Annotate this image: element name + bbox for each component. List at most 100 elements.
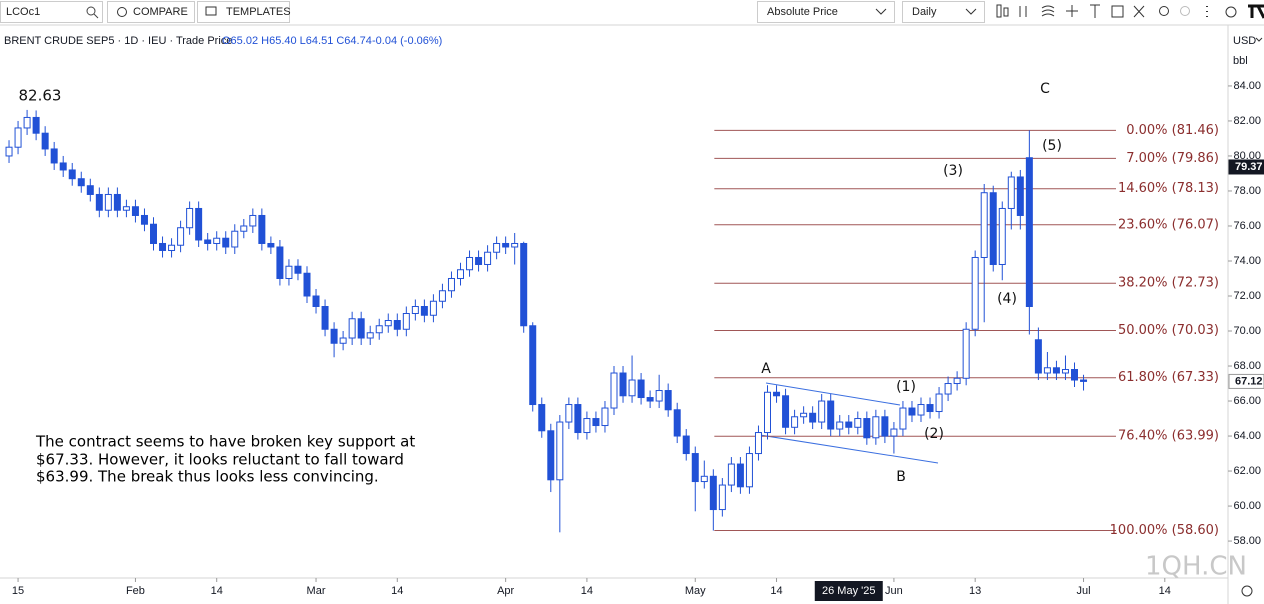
fib-label: 14.60% (78.13) bbox=[1118, 181, 1219, 196]
candle-body bbox=[420, 306, 428, 316]
candle-body bbox=[457, 269, 464, 279]
candle-body bbox=[393, 320, 401, 330]
candle-body bbox=[95, 193, 103, 211]
candle-body bbox=[673, 409, 681, 437]
candle-body bbox=[556, 421, 564, 481]
candle-body bbox=[294, 265, 302, 274]
plot-area: 0.00% (81.46) 7.00% (79.86) 14.60% (78.13)… bbox=[5, 81, 1219, 538]
currency: USD bbox=[1233, 35, 1256, 47]
tool-icon[interactable] bbox=[1133, 5, 1145, 18]
candle-body bbox=[547, 430, 555, 481]
axis-settings-icon[interactable] bbox=[1241, 585, 1253, 597]
fib-label: 61.80% (67.33) bbox=[1118, 370, 1219, 385]
candle-body bbox=[429, 300, 437, 316]
y-tick-label: 60.00 bbox=[1233, 500, 1261, 512]
symbol-input[interactable] bbox=[0, 1, 103, 23]
tool-icon[interactable] bbox=[1159, 6, 1169, 16]
y-tick-label: 74.00 bbox=[1233, 255, 1261, 267]
toolbar: LCOc1 COMPARE TEMPLATES Absolute Price D… bbox=[0, 0, 1264, 26]
candle-body bbox=[204, 239, 212, 244]
candle-body bbox=[59, 162, 67, 171]
candle-body bbox=[529, 325, 537, 406]
y-tick-label: 76.00 bbox=[1233, 220, 1261, 232]
candle-body bbox=[1061, 369, 1069, 374]
compare-button[interactable] bbox=[107, 1, 195, 23]
wave-label: C bbox=[1040, 81, 1050, 97]
candle-body bbox=[249, 214, 257, 227]
fib-label: 76.40% (63.99) bbox=[1118, 429, 1219, 444]
settings-icon[interactable] bbox=[1225, 6, 1237, 18]
candle-body bbox=[475, 256, 483, 265]
tool-icon[interactable] bbox=[1041, 5, 1055, 17]
crosshair-date-bg bbox=[814, 581, 883, 601]
candle-body bbox=[502, 242, 510, 248]
note-line: $67.33. However, it looks reluctant to f… bbox=[36, 451, 404, 469]
candle-body bbox=[574, 404, 582, 434]
tool-icon[interactable] bbox=[1111, 5, 1124, 18]
tool-icon[interactable] bbox=[1019, 6, 1027, 17]
interval-select[interactable] bbox=[902, 1, 985, 23]
fib-label: 0.00% (81.46) bbox=[1126, 123, 1219, 138]
candle-body bbox=[736, 463, 744, 488]
y-tick-label: 84.00 bbox=[1233, 80, 1261, 92]
crosshair-date: 26 May '25 bbox=[822, 585, 875, 597]
candle-body bbox=[41, 132, 49, 150]
candle-body bbox=[50, 148, 58, 164]
candle-body bbox=[700, 475, 708, 483]
tool-icon[interactable] bbox=[996, 4, 1002, 18]
candle-body bbox=[285, 265, 293, 279]
candle-body bbox=[357, 318, 365, 339]
candle-body bbox=[971, 256, 979, 330]
tool-icon[interactable] bbox=[1180, 6, 1190, 16]
ohlc: O65.02 H65.40 L64.51 C64.74 bbox=[222, 35, 372, 47]
candle-body bbox=[998, 207, 1006, 265]
candle-body bbox=[32, 116, 40, 134]
search-icon bbox=[93, 13, 99, 19]
candle-body bbox=[854, 418, 862, 428]
symbol-info: BRENT CRUDE SEP5 · 1D · IEU · Trade Pric… bbox=[4, 35, 232, 47]
templates-button[interactable] bbox=[197, 1, 290, 23]
candle-body bbox=[827, 400, 835, 430]
candle-body bbox=[1071, 369, 1078, 381]
tool-icon[interactable] bbox=[1090, 4, 1100, 18]
candle-body bbox=[447, 277, 455, 292]
candle-body bbox=[186, 207, 194, 229]
candle-body bbox=[1052, 367, 1060, 374]
y-tick-label: 72.00 bbox=[1233, 290, 1261, 302]
candle-body bbox=[890, 428, 898, 437]
candle-body bbox=[339, 337, 347, 344]
candle-body bbox=[258, 214, 266, 244]
candle-body bbox=[917, 404, 925, 416]
price-tag bbox=[1228, 159, 1264, 175]
candle-body bbox=[23, 116, 31, 129]
interval: Daily bbox=[912, 6, 937, 18]
candle-body bbox=[899, 407, 907, 430]
price-mode-select[interactable] bbox=[757, 1, 895, 23]
y-tick-label: 80.00 bbox=[1233, 150, 1261, 162]
candle-body bbox=[845, 421, 853, 428]
candle-body bbox=[989, 192, 997, 265]
candle-body bbox=[438, 290, 446, 302]
candle-body bbox=[926, 404, 934, 413]
candle-body bbox=[1043, 367, 1051, 374]
candle-body bbox=[764, 391, 771, 434]
candle-body bbox=[863, 418, 871, 439]
candle-body bbox=[709, 475, 717, 511]
tool-icon[interactable] bbox=[1003, 7, 1009, 17]
candle-body bbox=[953, 377, 961, 385]
candle-body bbox=[944, 383, 952, 395]
candle-body bbox=[168, 244, 176, 251]
wave-label: (2) bbox=[924, 426, 944, 442]
x-tick-label: 14 bbox=[1159, 585, 1171, 597]
candle-body bbox=[150, 223, 157, 244]
candle-body bbox=[104, 193, 112, 211]
tool-icon[interactable] bbox=[1066, 5, 1078, 17]
candle-body bbox=[646, 397, 654, 402]
y-tick-label: 78.00 bbox=[1233, 185, 1261, 197]
x-tick-label: 13 bbox=[969, 585, 981, 597]
candle-body bbox=[348, 318, 356, 339]
candle-body bbox=[980, 192, 988, 258]
wave-label: (1) bbox=[896, 379, 916, 395]
y-tick-label: 82.00 bbox=[1233, 115, 1261, 127]
